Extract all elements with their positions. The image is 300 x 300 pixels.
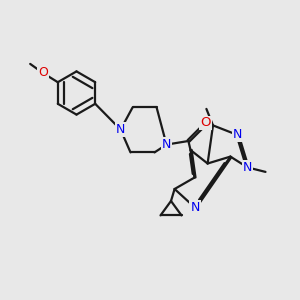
- Text: O: O: [200, 116, 211, 130]
- Text: N: N: [162, 138, 171, 151]
- Text: N: N: [243, 161, 252, 174]
- Text: N: N: [233, 128, 242, 142]
- Text: O: O: [38, 66, 48, 80]
- Text: N: N: [190, 201, 200, 214]
- Text: N: N: [116, 123, 125, 136]
